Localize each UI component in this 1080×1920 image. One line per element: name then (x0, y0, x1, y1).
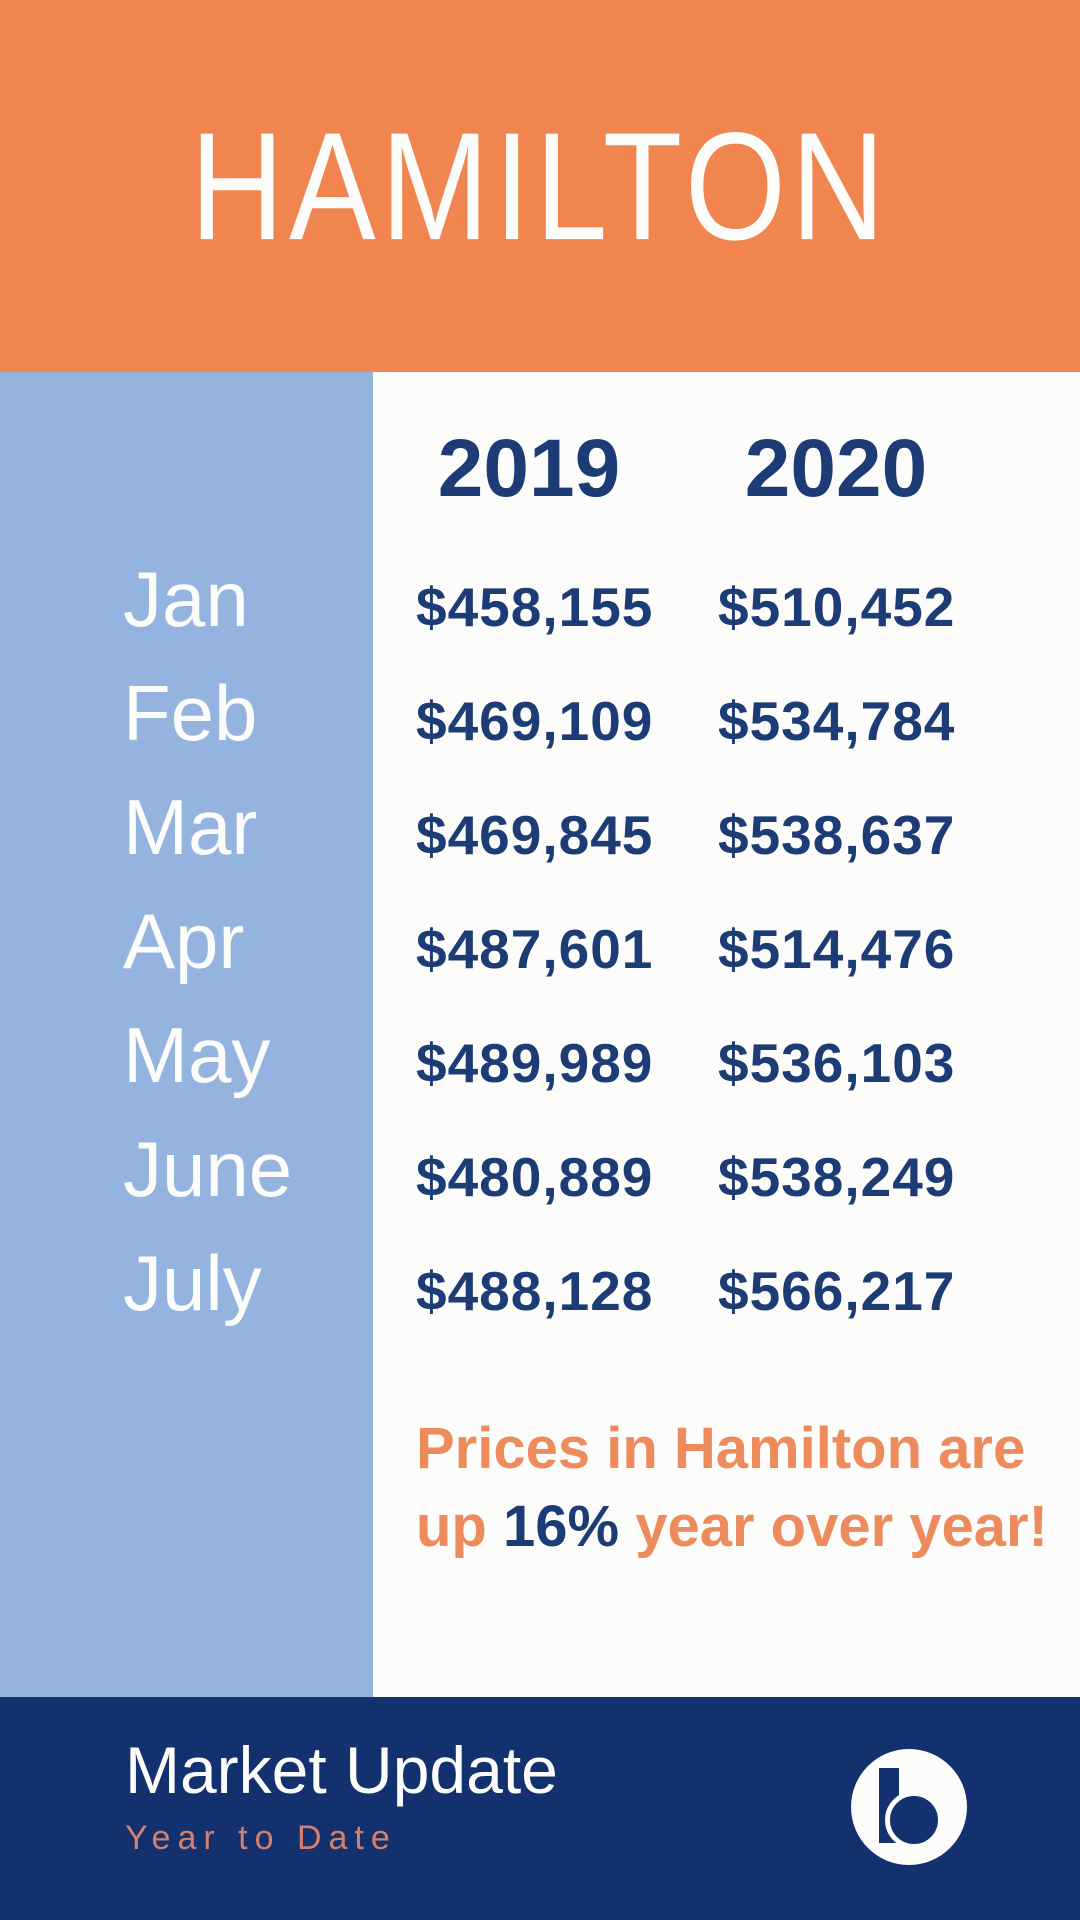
column-header-2019: 2019 (437, 423, 621, 514)
yoy-percentage: 16% (502, 1494, 620, 1559)
price-2020: $536,103 (718, 1032, 956, 1094)
price-2020: $514,476 (718, 918, 956, 980)
month-label: July (123, 1239, 262, 1327)
table-row: Mar $469,845 $538,637 (0, 788, 1080, 866)
yoy-note-line2: up 16% year over year! (416, 1488, 1048, 1566)
price-2019: $489,989 (416, 1032, 654, 1094)
price-2020: $566,217 (718, 1260, 956, 1322)
yoy-note: Prices in Hamilton are up 16% year over … (416, 1410, 1048, 1566)
table-header-row: 2019 2020 (0, 428, 1080, 510)
table-row: Jan $458,155 $510,452 (0, 560, 1080, 638)
price-2019: $469,109 (416, 690, 654, 752)
month-label: Apr (123, 897, 245, 985)
footer-subtitle: Year to Date (125, 1819, 397, 1857)
month-sidebar-background (0, 372, 373, 1697)
month-label: May (123, 1011, 271, 1099)
price-2020: $510,452 (718, 576, 956, 638)
brand-logo-b-bowl (885, 1791, 943, 1849)
city-title: HAMILTON (190, 99, 890, 273)
month-label: Jan (123, 555, 249, 643)
table-row: Feb $469,109 $534,784 (0, 674, 1080, 752)
table-row: Apr $487,601 $514,476 (0, 902, 1080, 980)
price-2019: $480,889 (416, 1146, 654, 1208)
footer-bar: Market Update Year to Date (0, 1697, 1080, 1920)
footer-title: Market Update (125, 1733, 558, 1807)
price-2019: $488,128 (416, 1260, 654, 1322)
table-row: July $488,128 $566,217 (0, 1244, 1080, 1322)
month-label: June (123, 1125, 293, 1213)
price-2019: $469,845 (416, 804, 654, 866)
price-2019: $487,601 (416, 918, 654, 980)
yoy-note-line1: Prices in Hamilton are (416, 1416, 1026, 1481)
price-2020: $534,784 (718, 690, 956, 752)
yoy-note-post: year over year! (619, 1494, 1048, 1559)
brand-logo (851, 1749, 967, 1865)
price-2020: $538,249 (718, 1146, 956, 1208)
month-label: Mar (123, 783, 258, 871)
table-row: June $480,889 $538,249 (0, 1130, 1080, 1208)
table-row: May $489,989 $536,103 (0, 1016, 1080, 1094)
price-2020: $538,637 (718, 804, 956, 866)
yoy-note-pre: up (416, 1494, 503, 1559)
header-banner: HAMILTON (0, 0, 1080, 372)
column-header-2020: 2020 (744, 423, 928, 514)
month-label: Feb (123, 669, 258, 757)
price-2019: $458,155 (416, 576, 654, 638)
